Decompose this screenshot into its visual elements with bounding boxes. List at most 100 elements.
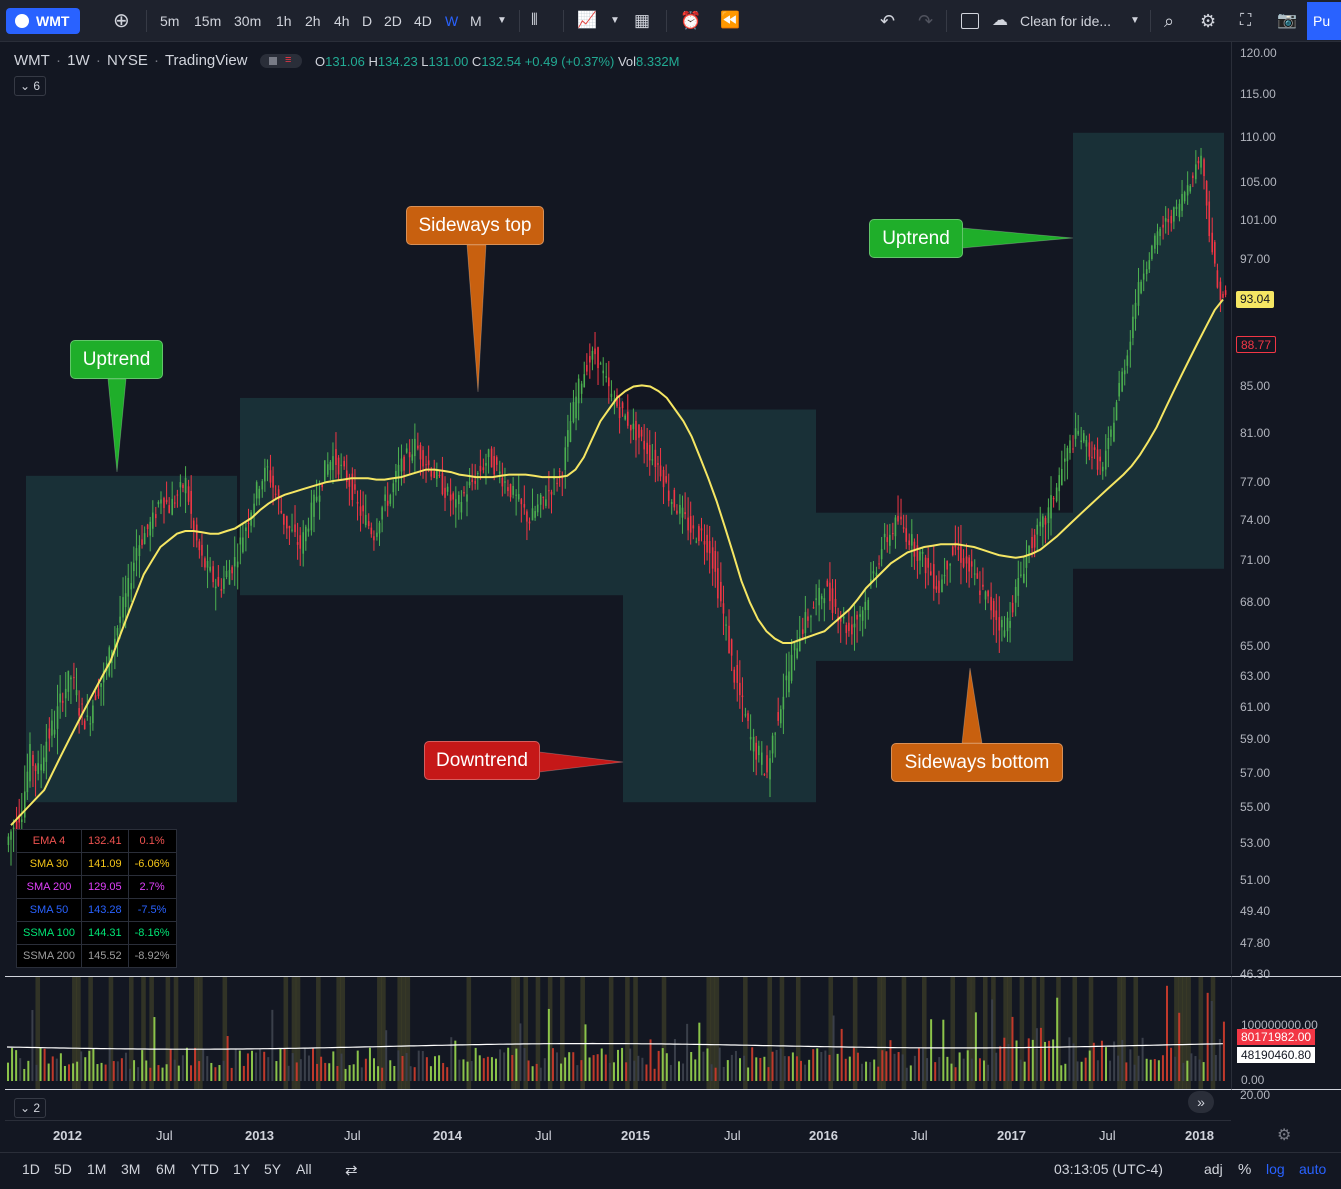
price-scale[interactable] [1231, 42, 1341, 974]
volume-bar [523, 1048, 526, 1081]
ma-percent: -8.16% [127, 921, 177, 945]
volume-highlight [1178, 977, 1183, 1089]
bar-style-icon[interactable]: ⫴ [531, 12, 538, 29]
interval-d[interactable]: D [362, 13, 373, 29]
interval-15m[interactable]: 15m [194, 13, 222, 29]
candle-body [810, 616, 812, 618]
candle-body [610, 393, 613, 398]
date-range-icon[interactable]: ⇄ [345, 1162, 358, 1179]
add-symbol-icon[interactable]: ⊕ [113, 10, 130, 32]
range-all[interactable]: All [296, 1161, 312, 1177]
candle-body [307, 528, 310, 532]
range-1y[interactable]: 1Y [233, 1161, 251, 1177]
candle-body [818, 587, 820, 606]
interval-2d[interactable]: 2D [384, 13, 402, 29]
publish-button[interactable]: Pu [1307, 2, 1341, 40]
trend-zone[interactable] [1073, 132, 1224, 569]
market-status-toggle[interactable]: ≡ [260, 54, 302, 68]
candle-body [992, 600, 995, 618]
volume-highlight [1121, 977, 1126, 1089]
candle-body [1023, 573, 1025, 583]
volume-bar [495, 1058, 497, 1081]
layout-name[interactable]: Clean for ide... [1020, 13, 1112, 29]
volume-collapse-button[interactable]: ⌄ 2 [14, 1098, 46, 1118]
fullscreen-icon[interactable]: ⛶ [1240, 12, 1252, 29]
callout-uptrend-2[interactable]: Uptrend [869, 219, 963, 258]
main-chart-pane[interactable] [5, 42, 1231, 974]
candle-body [851, 624, 853, 635]
percent-toggle[interactable]: % [1238, 1161, 1252, 1178]
gear-icon[interactable]: ⚙ [1200, 11, 1217, 31]
adj-toggle[interactable]: adj [1204, 1161, 1223, 1177]
legend-symbol[interactable]: WMT [14, 52, 50, 69]
interval-1h[interactable]: 1h [276, 13, 292, 29]
ma-name: SSMA 100 [16, 921, 82, 945]
undo-icon[interactable]: ↶ [880, 11, 896, 31]
status-dot-icon [269, 57, 277, 65]
candle-body [957, 547, 960, 550]
trend-zone[interactable] [623, 409, 816, 803]
volume-bar [958, 1052, 961, 1081]
range-1m[interactable]: 1M [87, 1161, 107, 1177]
trend-zone[interactable] [816, 512, 1073, 661]
price-tick-label: 53.00 [1240, 836, 1271, 850]
volume-pane[interactable] [5, 976, 1231, 1090]
layout-grid-icon[interactable]: ▦ [634, 11, 651, 30]
candle-body [321, 483, 323, 488]
callout-sideways-bottom[interactable]: Sideways bottom [891, 743, 1063, 782]
interval-5m[interactable]: 5m [160, 13, 180, 29]
callout-downtrend[interactable]: Downtrend [424, 741, 540, 780]
volume-bar [251, 1050, 253, 1081]
price-tick-label: 120.00 [1240, 46, 1277, 60]
indicators-dropdown-icon[interactable]: ▼ [610, 15, 620, 26]
auto-toggle[interactable]: auto [1299, 1161, 1327, 1177]
indicators-icon[interactable]: 📈 [577, 12, 597, 29]
candle-body [1211, 232, 1214, 253]
candle-body [1061, 469, 1063, 486]
callout-sideways-top[interactable]: Sideways top [406, 206, 544, 245]
volume-highlight [714, 977, 720, 1089]
time-scale-settings-icon[interactable]: ⚙ [1277, 1127, 1292, 1144]
volume-bar [165, 1064, 168, 1081]
legend-interval[interactable]: 1W [67, 52, 90, 69]
range-5d[interactable]: 5D [54, 1161, 72, 1177]
volume-bar [1125, 1062, 1128, 1081]
volume-highlight [970, 977, 976, 1089]
range-3m[interactable]: 3M [121, 1161, 141, 1177]
candle-body [42, 757, 45, 771]
interval-4h[interactable]: 4h [334, 13, 350, 29]
candle-body [823, 598, 826, 604]
time-scale[interactable] [5, 1120, 1231, 1150]
interval-m[interactable]: M [470, 13, 482, 29]
redo-icon[interactable]: ↷ [918, 11, 934, 31]
replay-icon[interactable]: ⏪ [720, 12, 740, 29]
callout-uptrend-1[interactable]: Uptrend [70, 340, 163, 379]
range-5y[interactable]: 5Y [264, 1161, 282, 1177]
volume-bar [173, 1059, 176, 1081]
trend-zone[interactable] [240, 397, 623, 596]
interval-dropdown-icon[interactable]: ▼ [497, 15, 507, 26]
layout-box-icon[interactable] [961, 13, 979, 29]
candle-body [646, 442, 648, 454]
log-toggle[interactable]: log [1266, 1161, 1285, 1177]
symbol-search-button[interactable]: WMT [6, 8, 80, 34]
interval-4d[interactable]: 4D [414, 13, 432, 29]
range-ytd[interactable]: YTD [191, 1161, 219, 1177]
interval-30m[interactable]: 30m [234, 13, 262, 29]
range-1d[interactable]: 1D [22, 1161, 40, 1177]
volume-bar [466, 1061, 469, 1081]
search-icon[interactable]: ⌕ [1164, 11, 1175, 31]
trend-zone[interactable] [26, 475, 237, 803]
volume-scale[interactable]: 100000000.00 80171982.00 48190460.80 0.0… [1231, 976, 1341, 1090]
interval-w[interactable]: W [445, 13, 459, 29]
layout-dropdown-icon[interactable]: ▼ [1130, 15, 1140, 26]
clock[interactable]: 03:13:05 (UTC-4) [1054, 1161, 1163, 1177]
candle-body [356, 501, 359, 504]
interval-2h[interactable]: 2h [305, 13, 321, 29]
scroll-to-realtime-button[interactable]: » [1188, 1091, 1214, 1113]
range-6m[interactable]: 6M [156, 1161, 176, 1177]
indicators-collapse-button[interactable]: ⌄ 6 [14, 76, 46, 96]
alert-clock-icon[interactable]: ⏰ [680, 11, 702, 30]
camera-icon[interactable]: 📷 [1277, 12, 1297, 29]
volume-bar [885, 1051, 888, 1081]
